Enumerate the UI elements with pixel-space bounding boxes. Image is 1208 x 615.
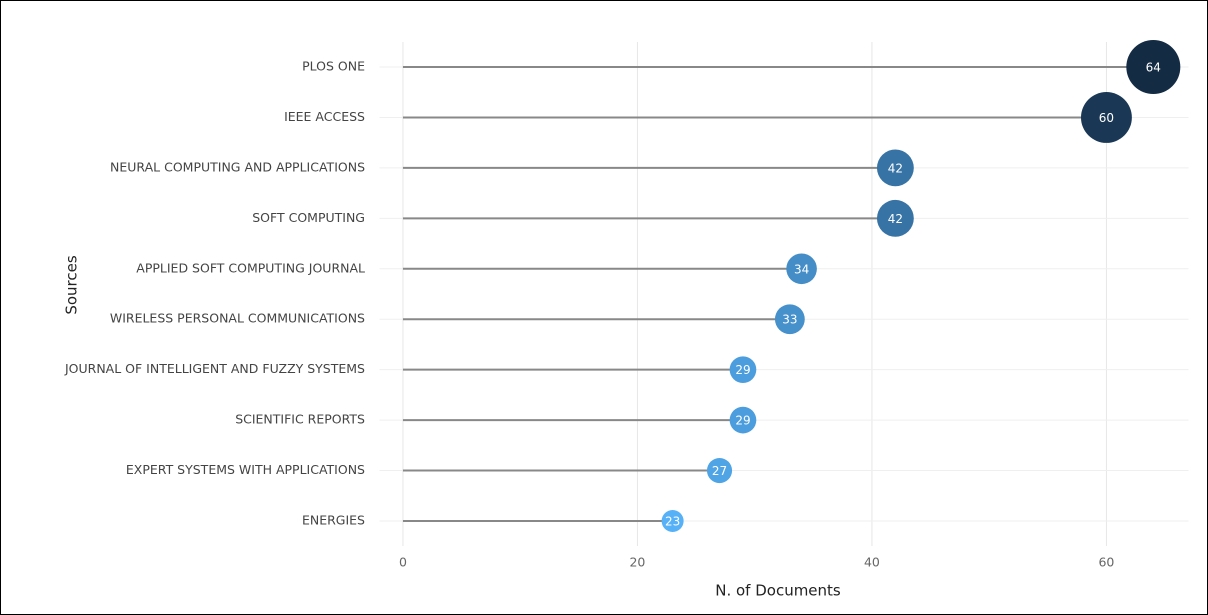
data-label: 60 xyxy=(1099,111,1114,125)
dot xyxy=(774,304,805,335)
x-axis-label: N. of Documents xyxy=(715,582,841,600)
dot xyxy=(1080,92,1132,143)
y-tick-label: IEEE ACCESS xyxy=(284,109,365,124)
data-label: 33 xyxy=(782,313,797,327)
dot xyxy=(706,457,733,484)
data-label: 64 xyxy=(1146,61,1161,75)
dot xyxy=(729,356,757,384)
y-tick-label: PLOS ONE xyxy=(302,59,365,74)
data-label: 34 xyxy=(794,262,809,276)
y-axis-label: Sources xyxy=(63,255,81,315)
x-tick-label: 60 xyxy=(1098,555,1114,570)
y-tick-label: NEURAL COMPUTING AND APPLICATIONS xyxy=(110,159,365,174)
x-tick-label: 20 xyxy=(629,555,645,570)
y-tick-label: EXPERT SYSTEMS WITH APPLICATIONS xyxy=(126,462,365,477)
x-tick-label: 40 xyxy=(864,555,880,570)
data-label: 42 xyxy=(888,161,903,175)
y-tick-label: SOFT COMPUTING xyxy=(252,210,365,225)
y-tick-label: APPLIED SOFT COMPUTING JOURNAL xyxy=(136,260,365,275)
dot xyxy=(786,253,817,285)
data-label: 29 xyxy=(735,414,750,428)
data-label: 27 xyxy=(712,464,727,478)
dot xyxy=(661,510,684,532)
y-tick-label: WIRELESS PERSONAL COMMUNICATIONS xyxy=(110,311,365,326)
data-label: 42 xyxy=(888,212,903,226)
y-tick-label: SCIENTIFIC REPORTS xyxy=(235,412,365,427)
dot xyxy=(876,149,914,187)
data-label: 23 xyxy=(665,515,680,529)
dot xyxy=(729,406,757,434)
data-label: 29 xyxy=(735,363,750,377)
x-tick-label: 0 xyxy=(399,555,407,570)
dot xyxy=(876,199,914,237)
y-tick-label: JOURNAL OF INTELLIGENT AND FUZZY SYSTEMS xyxy=(64,361,365,376)
dot xyxy=(1126,40,1181,94)
y-tick-label: ENERGIES xyxy=(302,513,365,528)
